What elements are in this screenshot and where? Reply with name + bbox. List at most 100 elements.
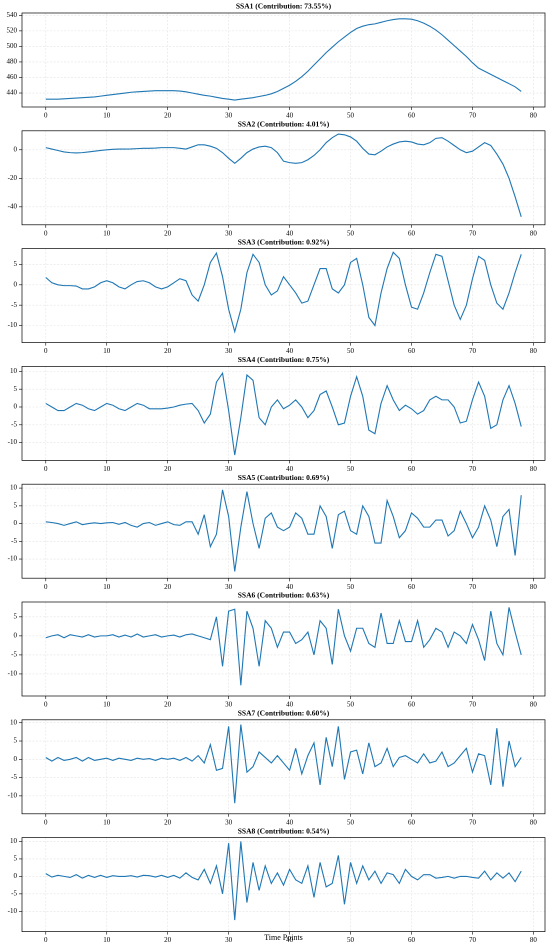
x-tick-label: 60 [408,583,416,591]
x-tick-label: 10 [103,229,111,237]
x-tick-label: 70 [469,701,477,709]
plot-frame [21,719,546,815]
y-tick-label: 5 [14,260,18,268]
y-tick-label: 460 [7,73,18,81]
x-tick-label: 30 [225,936,233,943]
data-line [45,607,522,686]
y-tick-label: -5 [11,420,17,428]
x-axis-label: Time Points [264,933,303,942]
x-tick-label: 20 [164,347,172,355]
x-tick-label: 70 [469,112,477,120]
x-tick-label: 20 [164,936,172,943]
x-tick-label: 50 [347,465,355,473]
x-tick-label: 20 [164,112,172,120]
y-tick-label: -10 [8,321,18,329]
data-line [45,371,522,456]
x-tick-label: 10 [103,936,111,943]
y-tick-label: -10 [8,791,18,799]
x-tick-label: 70 [469,936,477,943]
x-tick-label: 20 [164,465,172,473]
plot-frame [21,837,546,932]
y-tick-label: 5 [14,855,18,863]
y-tick-label: -10 [8,907,18,915]
y-tick-label: -40 [8,202,18,210]
x-tick-label: 30 [225,229,233,237]
y-tick-label: 5 [14,612,18,620]
x-tick-label: 60 [408,701,416,709]
data-line [45,18,522,101]
x-tick-label: 30 [225,465,233,473]
x-tick-label: 80 [530,112,538,120]
x-tick-label: 50 [347,347,355,355]
y-tick-label: -20 [8,174,18,182]
plot-frame [21,248,546,343]
subplot-title: SSA4 (Contribution: 0.75%) [238,355,330,364]
x-tick-label: 20 [164,701,172,709]
data-line [45,724,522,804]
x-tick-label: 40 [286,112,294,120]
x-tick-label: 50 [347,112,355,120]
y-tick-label: 10 [10,367,18,375]
x-tick-label: 30 [225,583,233,591]
plot-frame [21,601,546,697]
subplot-title: SSA8 (Contribution: 0.54%) [238,826,330,835]
data-line [45,841,522,921]
data-line [45,489,522,572]
x-tick-label: 40 [286,701,294,709]
x-tick-label: 20 [164,818,172,826]
y-tick-label: -5 [11,537,17,545]
x-tick-label: 80 [530,583,538,591]
x-tick-label: 70 [469,583,477,591]
x-tick-label: 60 [408,229,416,237]
data-line [45,133,522,217]
y-tick-label: -10 [8,555,18,563]
y-tick-label: 480 [7,58,18,66]
y-tick-label: -10 [8,670,18,678]
y-tick-label: -5 [11,773,17,781]
x-tick-label: 80 [530,701,538,709]
y-tick-label: 5 [14,737,18,745]
y-tick-label: -5 [11,889,17,897]
x-tick-label: 50 [347,583,355,591]
y-tick-label: 10 [10,837,18,845]
x-tick-label: 10 [103,465,111,473]
x-tick-label: 40 [286,229,294,237]
x-tick-label: 50 [347,936,355,943]
x-tick-label: 70 [469,347,477,355]
x-tick-label: 70 [469,229,477,237]
x-tick-label: 40 [286,936,294,943]
y-tick-label: 540 [7,11,18,19]
y-tick-label: 0 [14,280,18,288]
x-tick-label: 80 [530,229,538,237]
x-tick-label: 50 [347,818,355,826]
data-line [45,251,522,334]
x-tick-label: 80 [530,936,538,943]
y-tick-label: 0 [14,755,18,763]
x-tick-label: 30 [225,112,233,120]
y-tick-label: 500 [7,42,18,50]
x-tick-label: 60 [408,347,416,355]
x-tick-label: 10 [103,112,111,120]
y-tick-label: 5 [14,501,18,509]
x-tick-label: 60 [408,112,416,120]
plot-frame [21,483,546,579]
subplot-title: SSA3 (Contribution: 0.92%) [238,237,330,246]
y-tick-label: 440 [7,89,18,97]
subplot-title: SSA5 (Contribution: 0.69%) [238,473,330,482]
x-tick-label: 30 [225,818,233,826]
y-tick-label: 0 [14,145,18,153]
plot-frame [21,130,546,226]
plot-frame [21,366,546,461]
x-tick-label: 0 [44,465,48,473]
subplot-title: SSA1 (Contribution: 73.55%) [236,2,332,11]
x-tick-label: 10 [103,347,111,355]
x-tick-label: 20 [164,229,172,237]
x-tick-label: 10 [103,701,111,709]
y-tick-label: -5 [11,651,17,659]
x-tick-label: 40 [286,347,294,355]
x-tick-label: 40 [286,818,294,826]
x-tick-label: 0 [44,112,48,120]
x-tick-label: 30 [225,701,233,709]
y-tick-label: 0 [14,519,18,527]
x-tick-label: 0 [44,818,48,826]
